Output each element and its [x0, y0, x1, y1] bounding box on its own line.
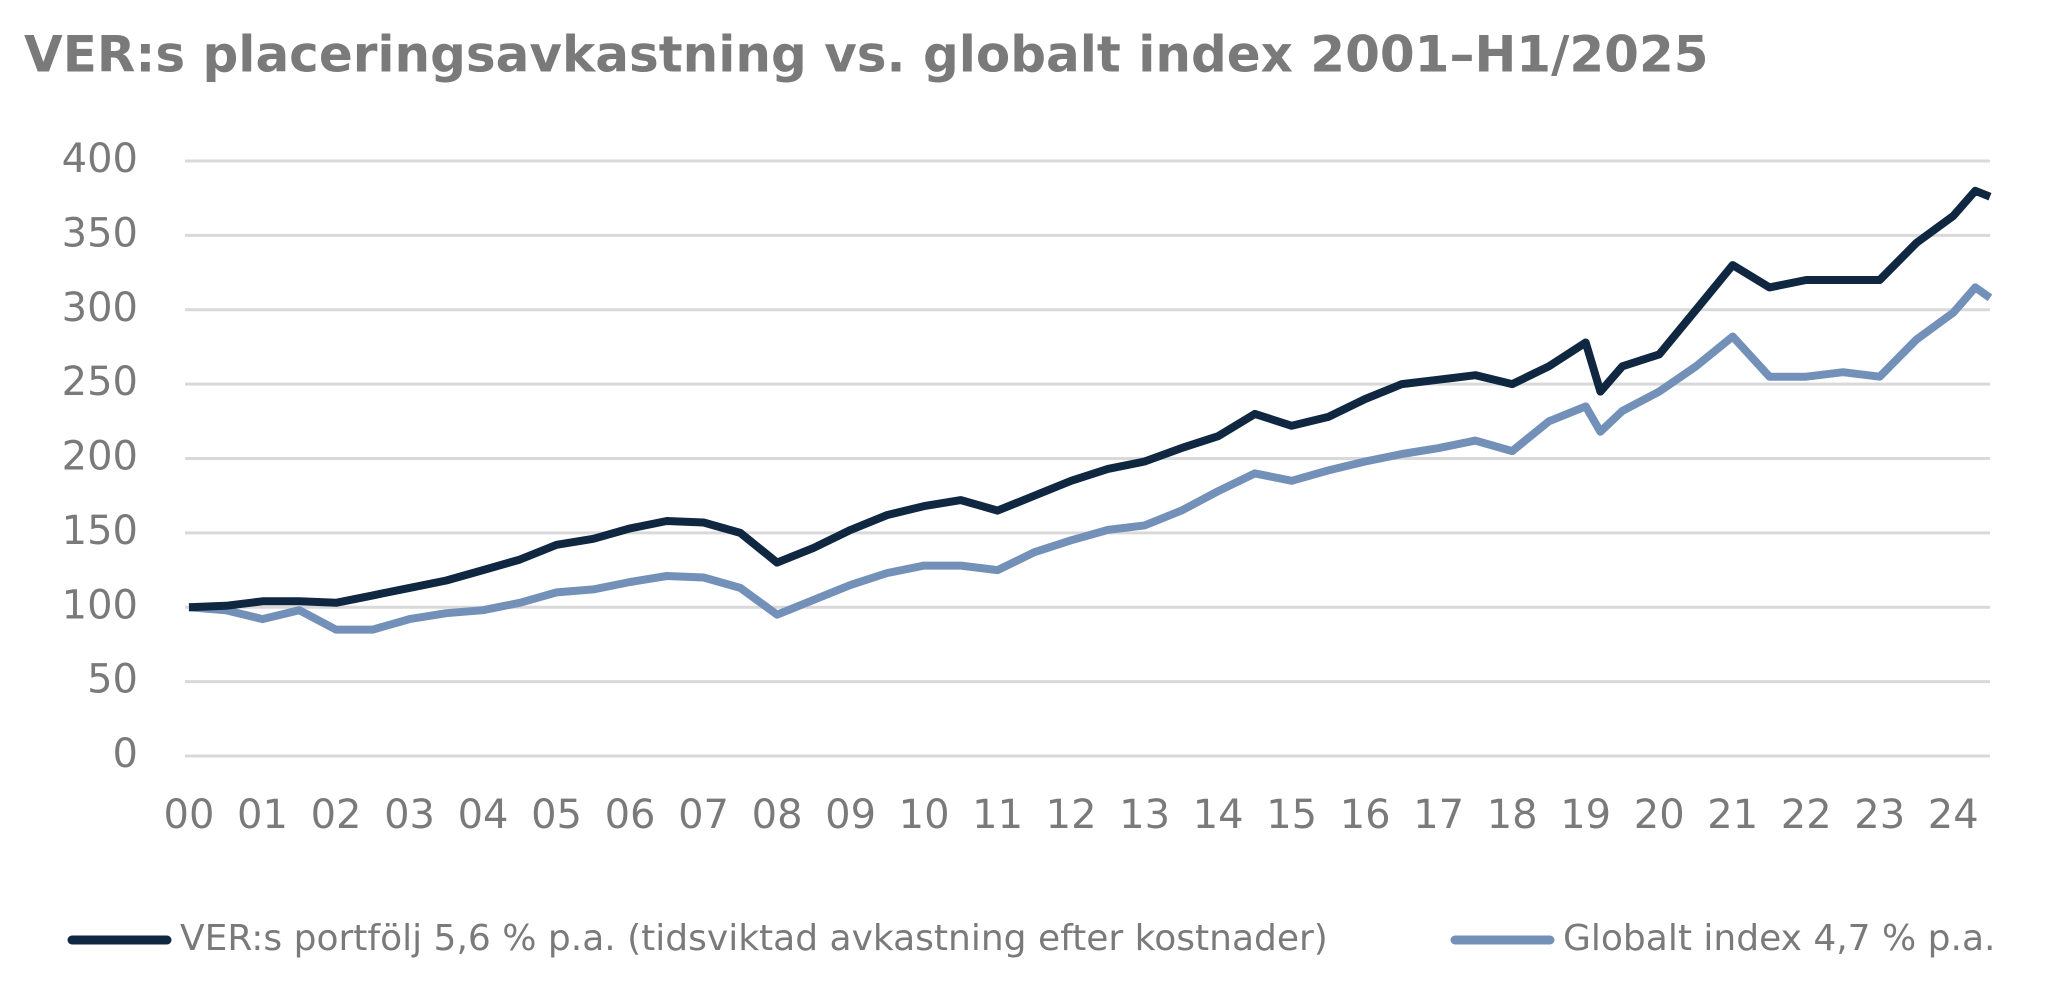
x-tick-label: 15 — [1266, 792, 1317, 838]
y-tick-label: 0 — [113, 731, 138, 777]
legend-label: Globalt index 4,7 % p.a. — [1563, 918, 1995, 959]
x-tick-label: 13 — [1119, 792, 1170, 838]
x-tick-label: 18 — [1487, 792, 1538, 838]
y-tick-label: 100 — [62, 582, 138, 628]
y-tick-label: 50 — [87, 657, 138, 703]
series-line — [188, 283, 1993, 634]
y-tick-label: 200 — [62, 434, 138, 480]
x-tick-label: 04 — [458, 792, 509, 838]
x-tick-label: 06 — [605, 792, 656, 838]
x-tick-label: 12 — [1046, 792, 1097, 838]
x-tick-label: 01 — [237, 792, 288, 838]
x-tick-label: 21 — [1707, 792, 1758, 838]
x-tick-label: 03 — [384, 792, 435, 838]
x-tick-label: 02 — [311, 792, 362, 838]
x-tick-label: 11 — [972, 792, 1023, 838]
x-tick-label: 16 — [1340, 792, 1391, 838]
x-tick-label: 07 — [678, 792, 729, 838]
x-tick-label: 23 — [1854, 792, 1905, 838]
x-tick-label: 19 — [1560, 792, 1611, 838]
y-tick-label: 300 — [62, 285, 138, 331]
x-tick-label: 09 — [825, 792, 876, 838]
chart-title: VER:s placeringsavkastning vs. globalt i… — [24, 26, 1709, 84]
y-tick-label: 250 — [62, 359, 138, 405]
x-tick-label: 22 — [1781, 792, 1832, 838]
x-tick-label: 08 — [752, 792, 803, 838]
series-line — [188, 186, 1992, 612]
x-tick-label: 00 — [164, 792, 215, 838]
x-tick-label: 14 — [1193, 792, 1244, 838]
y-tick-label: 150 — [62, 508, 138, 554]
legend-label: VER:s portfölj 5,6 % p.a. (tidsviktad av… — [180, 918, 1328, 959]
y-tick-label: 400 — [62, 136, 138, 182]
x-tick-label: 17 — [1413, 792, 1464, 838]
x-tick-label: 10 — [899, 792, 950, 838]
x-tick-label: 24 — [1928, 792, 1979, 838]
x-tick-label: 20 — [1634, 792, 1685, 838]
x-tick-label: 05 — [531, 792, 582, 838]
y-tick-label: 350 — [62, 210, 138, 256]
